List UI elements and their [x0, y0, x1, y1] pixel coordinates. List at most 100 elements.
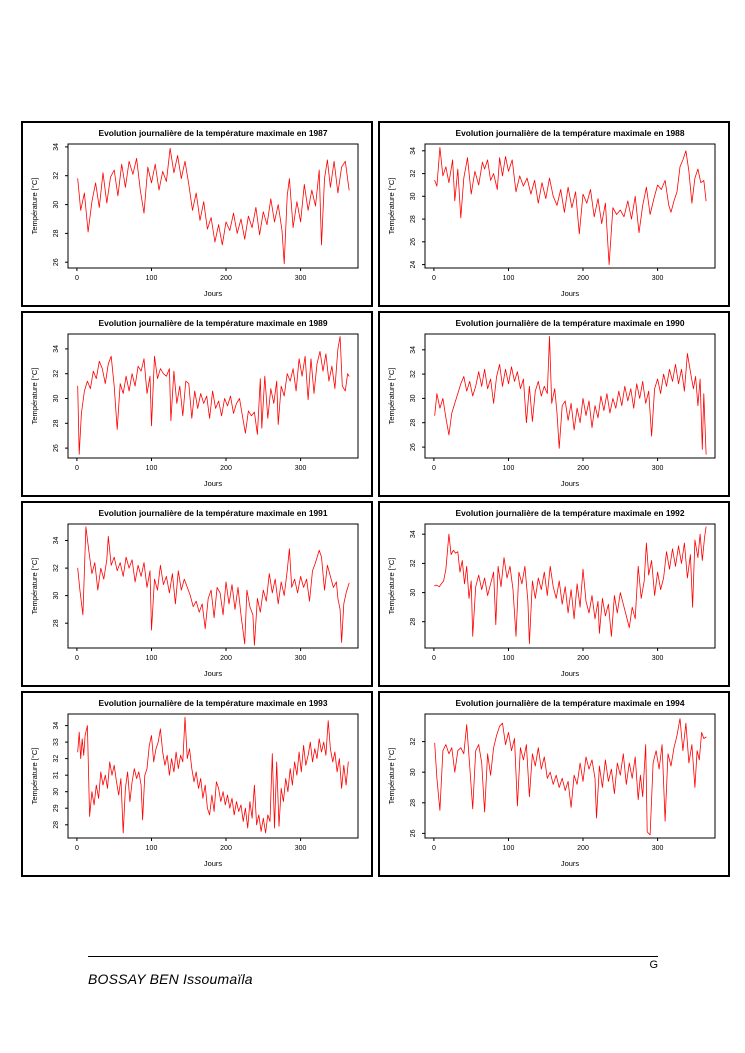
- temperature-line: [77, 147, 350, 265]
- y-tick-label: 34: [53, 537, 60, 545]
- chart-title: Evolution journalière de la température …: [98, 508, 327, 518]
- y-tick-label: 30: [410, 589, 417, 597]
- x-axis-label: Jours: [561, 479, 580, 488]
- y-tick-label: 32: [410, 738, 417, 746]
- y-tick-label: 30: [410, 768, 417, 776]
- y-tick-label: 32: [410, 559, 417, 567]
- y-tick-label: 28: [410, 618, 417, 626]
- y-tick-label: 32: [53, 564, 60, 572]
- y-axis-label: Température [°C]: [387, 558, 396, 615]
- x-tick-label: 200: [220, 655, 232, 662]
- temperature-line: [434, 526, 707, 645]
- y-axis-label: Température [°C]: [30, 748, 39, 805]
- x-tick-label: 200: [577, 655, 589, 662]
- y-tick-label: 26: [410, 238, 417, 246]
- plot-area: [424, 143, 716, 269]
- y-tick-label: 28: [410, 419, 417, 427]
- x-tick-label: 300: [295, 275, 307, 282]
- y-tick-label: 28: [53, 419, 60, 427]
- x-tick-label: 100: [503, 655, 515, 662]
- chart-panel-1987: Evolution journalière de la température …: [21, 121, 373, 307]
- y-tick-label: 34: [53, 345, 60, 353]
- y-axis-label: Température [°C]: [30, 178, 39, 235]
- temperature-line: [77, 526, 350, 646]
- y-tick-label: 34: [410, 346, 417, 354]
- chart-panel-1994: Evolution journalière de la température …: [378, 691, 730, 877]
- y-tick-label: 30: [410, 394, 417, 402]
- x-tick-label: 0: [432, 465, 436, 472]
- x-axis-label: Jours: [204, 859, 223, 868]
- y-tick-label: 29: [53, 804, 60, 812]
- y-axis-label: Température [°C]: [30, 368, 39, 425]
- x-tick-label: 300: [652, 845, 664, 852]
- page-marker: G: [649, 959, 658, 971]
- temperature-line: [77, 336, 350, 455]
- plot-area: [67, 333, 359, 459]
- chart-svg: Evolution journalière de la température …: [387, 508, 716, 678]
- y-tick-label: 28: [410, 215, 417, 223]
- temperature-line: [434, 146, 707, 266]
- x-tick-label: 200: [577, 845, 589, 852]
- x-tick-label: 300: [652, 465, 664, 472]
- x-tick-label: 0: [75, 465, 79, 472]
- y-tick-label: 32: [53, 172, 60, 180]
- y-axis-label: Température [°C]: [387, 748, 396, 805]
- x-tick-label: 0: [75, 655, 79, 662]
- x-tick-label: 100: [503, 275, 515, 282]
- plot-area: [424, 523, 716, 649]
- y-tick-label: 26: [53, 258, 60, 266]
- x-tick-label: 0: [75, 275, 79, 282]
- x-tick-label: 200: [220, 845, 232, 852]
- y-tick-label: 32: [410, 370, 417, 378]
- y-tick-label: 26: [410, 443, 417, 451]
- chart-title: Evolution journalière de la température …: [455, 508, 684, 518]
- x-axis-label: Jours: [204, 289, 223, 298]
- plot-area: [67, 713, 359, 839]
- x-axis-label: Jours: [204, 669, 223, 678]
- y-tick-label: 34: [410, 530, 417, 538]
- x-tick-label: 300: [295, 845, 307, 852]
- chart-title: Evolution journalière de la température …: [455, 128, 684, 138]
- x-axis-label: Jours: [561, 859, 580, 868]
- y-tick-label: 30: [53, 201, 60, 209]
- chart-panel-1992: Evolution journalière de la température …: [378, 501, 730, 687]
- y-tick-label: 28: [53, 229, 60, 237]
- temperature-line: [434, 335, 707, 455]
- chart-svg: Evolution journalière de la température …: [30, 128, 359, 298]
- chart-title: Evolution journalière de la température …: [98, 318, 327, 328]
- x-tick-label: 300: [652, 275, 664, 282]
- y-tick-label: 30: [410, 192, 417, 200]
- chart-svg: Evolution journalière de la température …: [387, 128, 716, 298]
- y-tick-label: 34: [53, 722, 60, 730]
- chart-svg: Evolution journalière de la température …: [387, 698, 716, 868]
- y-tick-label: 32: [410, 170, 417, 178]
- y-tick-label: 34: [410, 147, 417, 155]
- plot-area: [424, 713, 716, 839]
- chart-title: Evolution journalière de la température …: [455, 698, 684, 708]
- x-axis-label: Jours: [561, 669, 580, 678]
- y-tick-label: 31: [53, 771, 60, 779]
- y-tick-label: 32: [53, 755, 60, 763]
- x-tick-label: 300: [295, 465, 307, 472]
- x-tick-label: 100: [503, 465, 515, 472]
- chart-svg: Evolution journalière de la température …: [387, 318, 716, 488]
- plot-area: [424, 333, 716, 459]
- footer-rule: [88, 956, 658, 957]
- x-axis-label: Jours: [561, 289, 580, 298]
- x-tick-label: 200: [577, 275, 589, 282]
- y-tick-label: 30: [53, 592, 60, 600]
- x-tick-label: 200: [220, 465, 232, 472]
- x-tick-label: 0: [75, 845, 79, 852]
- temperature-line: [434, 718, 707, 836]
- x-tick-label: 100: [503, 845, 515, 852]
- y-tick-label: 28: [410, 799, 417, 807]
- y-tick-label: 32: [53, 370, 60, 378]
- y-tick-label: 30: [53, 788, 60, 796]
- chart-panel-1993: Evolution journalière de la température …: [21, 691, 373, 877]
- y-tick-label: 24: [410, 261, 417, 269]
- x-tick-label: 100: [146, 465, 158, 472]
- chart-panel-1990: Evolution journalière de la température …: [378, 311, 730, 497]
- y-axis-label: Température [°C]: [387, 178, 396, 235]
- x-tick-label: 0: [432, 275, 436, 282]
- chart-title: Evolution journalière de la température …: [455, 318, 684, 328]
